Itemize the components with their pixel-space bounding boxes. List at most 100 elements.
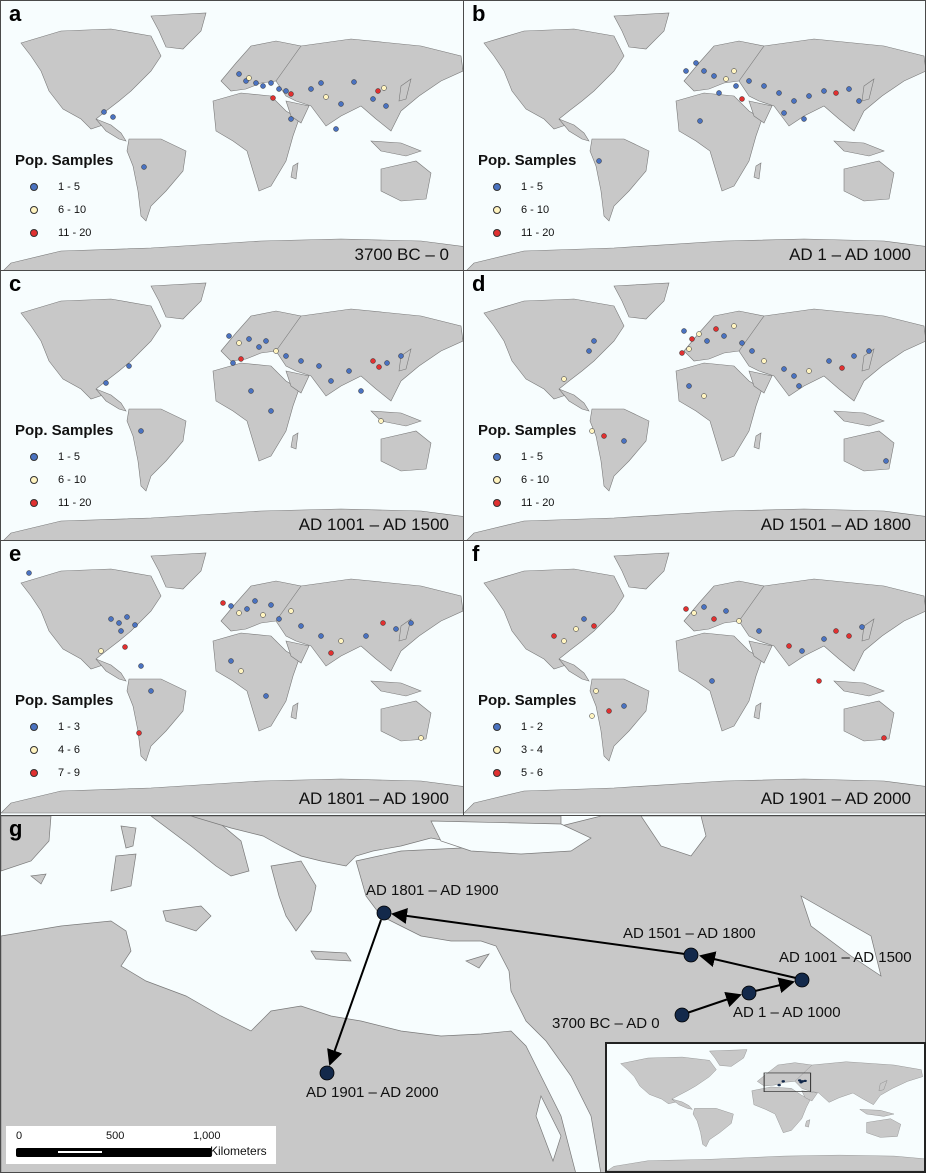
legend: Pop. Samples 1 - 5 6 - 10 11 - 20 (15, 152, 113, 244)
legend-label: 1 - 3 (58, 720, 81, 733)
legend-label: 6 - 10 (58, 473, 87, 486)
world-map (464, 12, 925, 271)
scale-unit: Kilometers (210, 1144, 267, 1158)
scale-bar-segment (58, 1151, 102, 1153)
panel-letter: a (9, 1, 22, 26)
centroid-points (319, 905, 810, 1081)
map-panel-b: b Pop. Samples 1 - 5 6 - 10 11 - 20 AD 1… (463, 0, 926, 272)
scale-tick-1000: 1,000 (193, 1130, 221, 1142)
period-label: AD 1501 – AD 1800 (760, 515, 911, 534)
legend-label: 6 - 10 (521, 473, 550, 486)
map-panel-d: d Pop. Samples 1 - 5 6 - 10 11 - 20 AD 1… (463, 270, 926, 542)
map-panel-a: a Pop. Samples 1 - 5 6 - 10 11 - 20 3700… (0, 0, 464, 272)
map-panel-e: e Pop. Samples 1 - 3 4 - 6 7 - 9 AD 1801… (0, 540, 464, 816)
cream-dot-icon (30, 475, 38, 484)
period-label: AD 1001 – AD 1500 (298, 515, 449, 534)
legend-item: 3 - 4 (478, 738, 576, 761)
panel-letter: b (472, 1, 486, 26)
legend-item: 1 - 5 (15, 175, 113, 198)
legend-title: Pop. Samples (15, 422, 114, 439)
legend-label: 6 - 10 (58, 203, 87, 216)
extent-box (763, 1072, 812, 1092)
sample-dots (561, 323, 889, 464)
legend-label: 1 - 2 (521, 720, 544, 733)
map-panel-c: c Pop. Samples 1 - 5 6 - 10 11 - 20 AD 1… (0, 270, 464, 542)
legend-title: Pop. Samples (15, 692, 114, 709)
panel-letter: e (9, 541, 22, 566)
period-label: AD 1901 – AD 2000 (760, 789, 911, 808)
legend-item: 1 - 5 (478, 175, 576, 198)
blue-dot-icon (493, 182, 501, 191)
legend-label: 1 - 5 (521, 450, 544, 463)
scale-tick-0: 0 (16, 1130, 23, 1142)
legend-item: 4 - 6 (15, 738, 113, 761)
point-label: AD 1001 – AD 1500 (779, 949, 912, 966)
world-map (464, 552, 925, 814)
map-panel-f: f Pop. Samples 1 - 2 3 - 4 5 - 6 AD 1901… (463, 540, 926, 816)
legend-label: 5 - 6 (521, 766, 544, 779)
legend-item: 11 - 20 (15, 221, 113, 244)
point-label: AD 1901 – AD 2000 (306, 1084, 439, 1101)
red-dot-icon (493, 228, 501, 237)
legend-label: 7 - 9 (58, 766, 81, 779)
legend-label: 11 - 20 (58, 496, 92, 509)
point-label: AD 1801 – AD 1900 (366, 882, 499, 899)
cream-dot-icon (493, 205, 501, 214)
legend-item: 5 - 6 (478, 761, 576, 784)
legend-title: Pop. Samples (478, 152, 577, 169)
panel-letter: c (9, 271, 22, 296)
legend-item: 1 - 3 (15, 715, 113, 738)
legend-item: 1 - 5 (478, 445, 576, 468)
red-dot-icon (493, 768, 501, 777)
red-dot-icon (493, 498, 501, 507)
sample-dots (103, 333, 404, 434)
panel-letter: d (472, 271, 486, 296)
legend-item: 1 - 5 (15, 445, 113, 468)
world-map (1, 12, 463, 271)
legend-item: 6 - 10 (478, 198, 576, 221)
cream-dot-icon (30, 745, 38, 754)
inset-locator-map (605, 1042, 926, 1173)
legend-label: 11 - 20 (521, 496, 555, 509)
inset-world-map (607, 1049, 924, 1171)
legend-item: 1 - 2 (478, 715, 576, 738)
panel-letter: g (9, 816, 23, 841)
legend: Pop. Samples 1 - 2 3 - 4 5 - 6 (478, 692, 576, 784)
sample-dots (551, 604, 887, 741)
period-label: AD 1 – AD 1000 (789, 245, 911, 264)
sample-dots (101, 71, 389, 170)
legend: Pop. Samples 1 - 5 6 - 10 11 - 20 (478, 152, 576, 244)
legend-label: 3 - 4 (521, 743, 544, 756)
blue-dot-icon (30, 182, 38, 191)
cream-dot-icon (30, 205, 38, 214)
red-dot-icon (30, 228, 38, 237)
blue-dot-icon (493, 722, 501, 731)
cream-dot-icon (493, 475, 501, 484)
legend-item: 7 - 9 (15, 761, 113, 784)
legend: Pop. Samples 1 - 3 4 - 6 7 - 9 (15, 692, 113, 784)
cream-dot-icon (493, 745, 501, 754)
period-label: 3700 BC – 0 (354, 245, 449, 264)
point-label: AD 1501 – AD 1800 (623, 925, 756, 942)
legend-title: Pop. Samples (15, 152, 114, 169)
legend-item: 11 - 20 (15, 491, 113, 514)
legend-item: 6 - 10 (15, 198, 113, 221)
sample-dots (26, 570, 424, 741)
legend-label: 6 - 10 (521, 203, 550, 216)
legend-label: 1 - 5 (58, 450, 81, 463)
panel-letter: f (472, 541, 480, 566)
legend-label: 4 - 6 (58, 743, 81, 756)
period-label: AD 1801 – AD 1900 (298, 789, 449, 808)
blue-dot-icon (493, 452, 501, 461)
legend-item: 6 - 10 (478, 468, 576, 491)
point-label: AD 1 – AD 1000 (733, 1004, 841, 1021)
legend-label: 11 - 20 (58, 226, 92, 239)
legend: Pop. Samples 1 - 5 6 - 10 11 - 20 (15, 422, 113, 514)
sample-dots (596, 60, 862, 164)
red-dot-icon (30, 498, 38, 507)
scale-bar: 0 500 1,000 Kilometers (6, 1126, 276, 1164)
scale-tick-500: 500 (106, 1130, 125, 1142)
legend-item: 11 - 20 (478, 221, 576, 244)
migration-arrows (327, 907, 797, 1066)
legend-item: 11 - 20 (478, 491, 576, 514)
